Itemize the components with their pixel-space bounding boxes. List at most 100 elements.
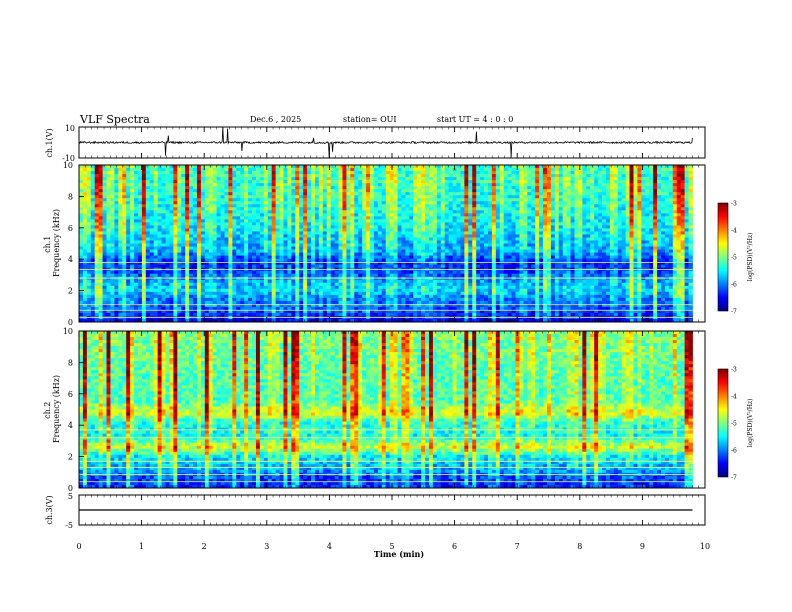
spectrogram-cell — [444, 213, 450, 217]
spectrogram-cell — [393, 231, 398, 235]
spectrogram-cell — [409, 219, 414, 223]
spectrogram-cell — [161, 186, 166, 190]
spectrogram-cell — [244, 204, 249, 208]
spectrogram-cell — [252, 264, 257, 269]
spectrogram-cell — [90, 297, 96, 302]
spectrogram-cell — [432, 264, 438, 269]
spectrogram-cell — [401, 300, 406, 305]
spectrogram-cell — [149, 309, 155, 314]
spectrogram-cell — [389, 300, 394, 305]
spectrogram-cell — [267, 189, 273, 193]
spectrogram-cell — [377, 201, 383, 205]
spectrogram-cell — [248, 291, 253, 296]
spectrogram-cell — [385, 255, 391, 259]
spectrogram-cell — [299, 306, 304, 311]
spectrogram-cell — [248, 198, 253, 202]
spectrogram-cell — [393, 174, 398, 178]
spectrogram-cell — [405, 213, 410, 217]
spectrogram-cell — [145, 282, 151, 287]
spectrogram-cell — [200, 252, 206, 256]
spectrogram-cell — [362, 225, 367, 229]
spectrogram-cell — [405, 237, 410, 241]
spectrogram-cell — [130, 213, 135, 217]
spectrogram-cell — [212, 210, 218, 214]
spectrogram-cell — [366, 288, 371, 293]
spectrogram-cell — [432, 210, 438, 214]
spectrogram-cell — [429, 291, 434, 296]
spectrogram-cell — [244, 252, 249, 256]
spectrogram-cell — [165, 198, 170, 202]
spectrogram-cell — [102, 210, 107, 214]
spectrogram-cell — [401, 297, 406, 302]
spectrogram-cell — [126, 300, 131, 305]
spectrogram-cell — [212, 294, 218, 299]
spectrogram-cell — [338, 264, 343, 269]
spectrogram-cell — [208, 177, 214, 181]
spectrogram-cell — [271, 189, 277, 193]
spectrogram-cell — [157, 180, 162, 184]
spectrogram-cell — [330, 282, 336, 287]
spectrogram-cell — [429, 171, 434, 175]
spectrogram-cell — [102, 303, 107, 308]
spectrogram-cell — [448, 180, 453, 184]
spectrogram-cell — [452, 246, 457, 250]
spectrogram-cell — [425, 252, 430, 256]
spectrogram-cell — [94, 264, 100, 269]
spectrogram-cell — [110, 186, 115, 190]
spectrogram-cell — [346, 192, 351, 196]
spectrogram-cell — [432, 291, 438, 296]
spectrogram-cell — [432, 195, 438, 199]
spectrogram-cell — [350, 213, 355, 217]
spectrogram-cell — [220, 294, 225, 299]
spectrogram-cell — [130, 225, 135, 229]
spectrogram-cell — [236, 165, 241, 169]
spectrogram-cell — [181, 261, 186, 266]
spectrogram-cell — [283, 285, 288, 290]
spectrogram-cell — [401, 189, 406, 193]
spectrogram-cell — [346, 306, 351, 311]
spectrogram-cell — [145, 222, 151, 226]
spectrogram-cell — [354, 195, 359, 199]
spectrogram-cell — [169, 306, 174, 311]
spectrogram-cell — [346, 204, 351, 208]
spectrogram-cell — [145, 309, 151, 314]
spectrogram-cell — [130, 222, 135, 226]
spectrogram-cell — [370, 258, 375, 263]
spectrogram-cell — [330, 303, 336, 308]
spectrogram-cell — [354, 213, 359, 217]
spectrogram-cell — [373, 249, 379, 253]
spectrogram-cell — [381, 237, 387, 241]
spectrogram-cell — [232, 279, 237, 284]
spectrogram-cell — [307, 216, 312, 220]
spectrogram-cell — [322, 252, 328, 256]
spectrogram-cell — [373, 288, 379, 293]
spectrogram-cell — [216, 246, 221, 250]
spectrogram-cell — [240, 318, 245, 323]
spectrogram-cell — [342, 294, 347, 299]
spectrogram-cell — [134, 216, 139, 220]
spectrogram-cell — [82, 168, 88, 172]
spectrogram-cell — [322, 306, 328, 311]
spectrogram-cell — [354, 273, 359, 278]
spectrogram-cell — [393, 291, 398, 296]
spectrogram-cell — [362, 204, 367, 208]
spectrogram-cell — [358, 198, 363, 202]
spectrogram-cell — [452, 285, 457, 290]
spectrogram-cell — [228, 237, 233, 241]
spectrogram-cell — [295, 189, 300, 193]
spectrogram-cell — [177, 237, 182, 241]
spectrogram-cell — [271, 210, 277, 214]
spectrogram-cell — [295, 186, 300, 190]
spectrogram-cell — [346, 240, 351, 244]
spectrogram-cell — [90, 231, 96, 235]
spectrogram-cell — [79, 201, 84, 205]
spectrogram-cell — [397, 255, 402, 259]
spectrogram-cell — [208, 264, 214, 269]
spectrogram-cell — [157, 297, 162, 302]
spectrogram-cell — [137, 225, 143, 229]
spectrogram-cell — [110, 318, 115, 323]
spectrogram-cell — [417, 297, 422, 302]
spectrogram-cell — [370, 306, 375, 311]
spectrogram-cell — [350, 270, 355, 275]
spectrogram-cell — [354, 201, 359, 205]
